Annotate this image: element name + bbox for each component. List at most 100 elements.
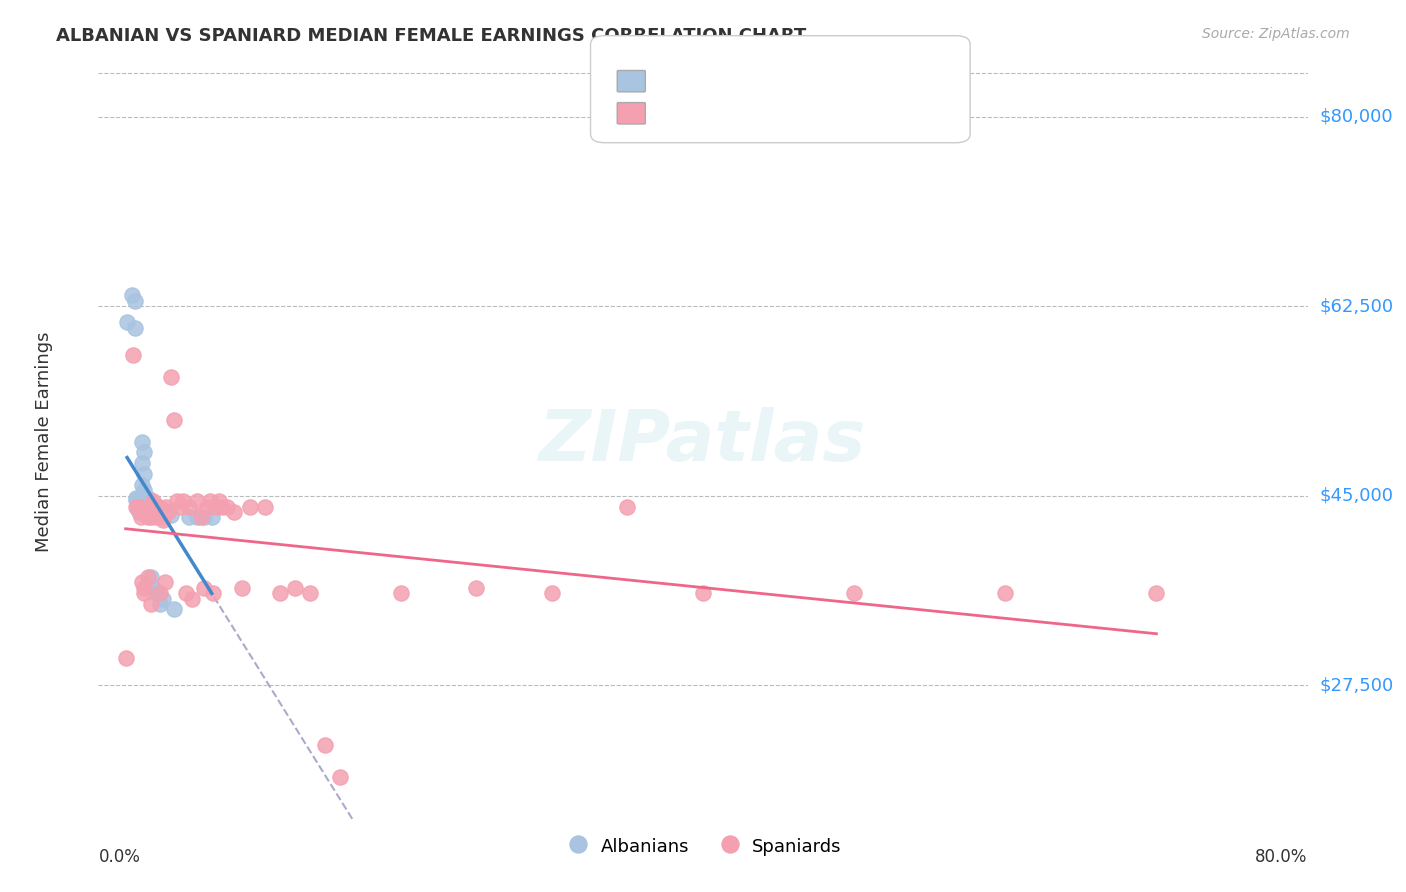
Point bbox=[149, 586, 172, 600]
Point bbox=[145, 510, 167, 524]
Point bbox=[129, 497, 152, 511]
Point bbox=[389, 586, 412, 600]
Point bbox=[125, 500, 148, 514]
Point bbox=[174, 586, 197, 600]
Point bbox=[181, 591, 204, 606]
Point bbox=[134, 505, 156, 519]
Text: $27,500: $27,500 bbox=[1320, 676, 1393, 694]
Point bbox=[139, 500, 162, 514]
Point bbox=[193, 510, 215, 524]
Point bbox=[136, 510, 159, 524]
Point bbox=[160, 369, 183, 384]
Point bbox=[155, 500, 177, 514]
Legend: Albanians, Spaniards: Albanians, Spaniards bbox=[557, 828, 849, 864]
Point bbox=[146, 505, 169, 519]
Text: R =  0.062   N = 63: R = 0.062 N = 63 bbox=[654, 103, 860, 120]
Point bbox=[145, 586, 167, 600]
Point bbox=[215, 500, 238, 514]
Point bbox=[134, 501, 156, 516]
Point bbox=[132, 483, 155, 498]
Point bbox=[844, 586, 866, 600]
Point bbox=[135, 493, 157, 508]
Point bbox=[128, 505, 150, 519]
Point bbox=[127, 500, 149, 514]
Point bbox=[231, 581, 253, 595]
Point bbox=[131, 434, 153, 449]
Text: $45,000: $45,000 bbox=[1320, 487, 1393, 505]
Text: 0.0%: 0.0% bbox=[98, 847, 141, 866]
Point bbox=[128, 500, 150, 514]
Text: ZIPatlas: ZIPatlas bbox=[540, 407, 866, 476]
Point bbox=[156, 505, 179, 519]
Point bbox=[205, 500, 228, 514]
Point bbox=[127, 497, 149, 511]
Point bbox=[193, 581, 215, 595]
Point bbox=[131, 478, 153, 492]
Point bbox=[166, 494, 188, 508]
Point bbox=[136, 491, 159, 505]
Point bbox=[465, 581, 488, 595]
Point bbox=[540, 586, 562, 600]
Point bbox=[131, 500, 153, 514]
Point bbox=[128, 491, 150, 506]
Point bbox=[179, 500, 201, 514]
Point bbox=[132, 467, 155, 481]
Point bbox=[136, 570, 159, 584]
Text: $62,500: $62,500 bbox=[1320, 297, 1393, 315]
Point bbox=[202, 586, 225, 600]
Point bbox=[152, 591, 174, 606]
Point bbox=[141, 510, 163, 524]
Point bbox=[115, 315, 138, 329]
Point bbox=[132, 586, 155, 600]
Point bbox=[994, 586, 1017, 600]
Point bbox=[208, 494, 231, 508]
Point bbox=[148, 500, 170, 514]
Point bbox=[129, 494, 152, 508]
Point bbox=[139, 494, 162, 508]
Point bbox=[163, 602, 186, 616]
Point bbox=[135, 499, 157, 513]
Point bbox=[149, 597, 172, 611]
Point bbox=[143, 500, 166, 514]
Point bbox=[131, 456, 153, 470]
Point bbox=[152, 512, 174, 526]
Point bbox=[134, 496, 156, 510]
Text: ALBANIAN VS SPANIARD MEDIAN FEMALE EARNINGS CORRELATION CHART: ALBANIAN VS SPANIARD MEDIAN FEMALE EARNI… bbox=[56, 27, 807, 45]
Point bbox=[211, 500, 233, 514]
Point bbox=[129, 505, 152, 519]
Point bbox=[129, 500, 152, 515]
Point bbox=[253, 500, 276, 514]
Point bbox=[125, 491, 148, 505]
Point bbox=[141, 570, 163, 584]
Point bbox=[139, 500, 162, 514]
Point bbox=[163, 413, 186, 427]
Point bbox=[224, 505, 246, 519]
Point bbox=[150, 510, 173, 524]
Text: Median Female Earnings: Median Female Earnings bbox=[35, 331, 53, 552]
Point bbox=[141, 497, 163, 511]
Point bbox=[136, 497, 159, 511]
Point bbox=[148, 500, 170, 514]
Point bbox=[160, 508, 183, 523]
Point bbox=[172, 494, 194, 508]
Point bbox=[124, 321, 146, 335]
Point bbox=[124, 293, 146, 308]
Point bbox=[190, 510, 212, 524]
Point bbox=[142, 581, 165, 595]
Point bbox=[129, 490, 152, 504]
Point bbox=[129, 510, 152, 524]
Point bbox=[1144, 586, 1167, 600]
Point bbox=[201, 510, 224, 524]
Point bbox=[692, 586, 714, 600]
Point bbox=[169, 500, 191, 514]
Point bbox=[132, 445, 155, 459]
Point bbox=[134, 491, 156, 505]
Point bbox=[150, 501, 173, 516]
Point bbox=[132, 581, 155, 595]
Point bbox=[239, 500, 262, 514]
Point bbox=[127, 501, 149, 516]
Point bbox=[131, 575, 153, 590]
Point bbox=[155, 505, 177, 519]
Text: 80.0%: 80.0% bbox=[1256, 847, 1308, 866]
Point bbox=[314, 738, 336, 752]
